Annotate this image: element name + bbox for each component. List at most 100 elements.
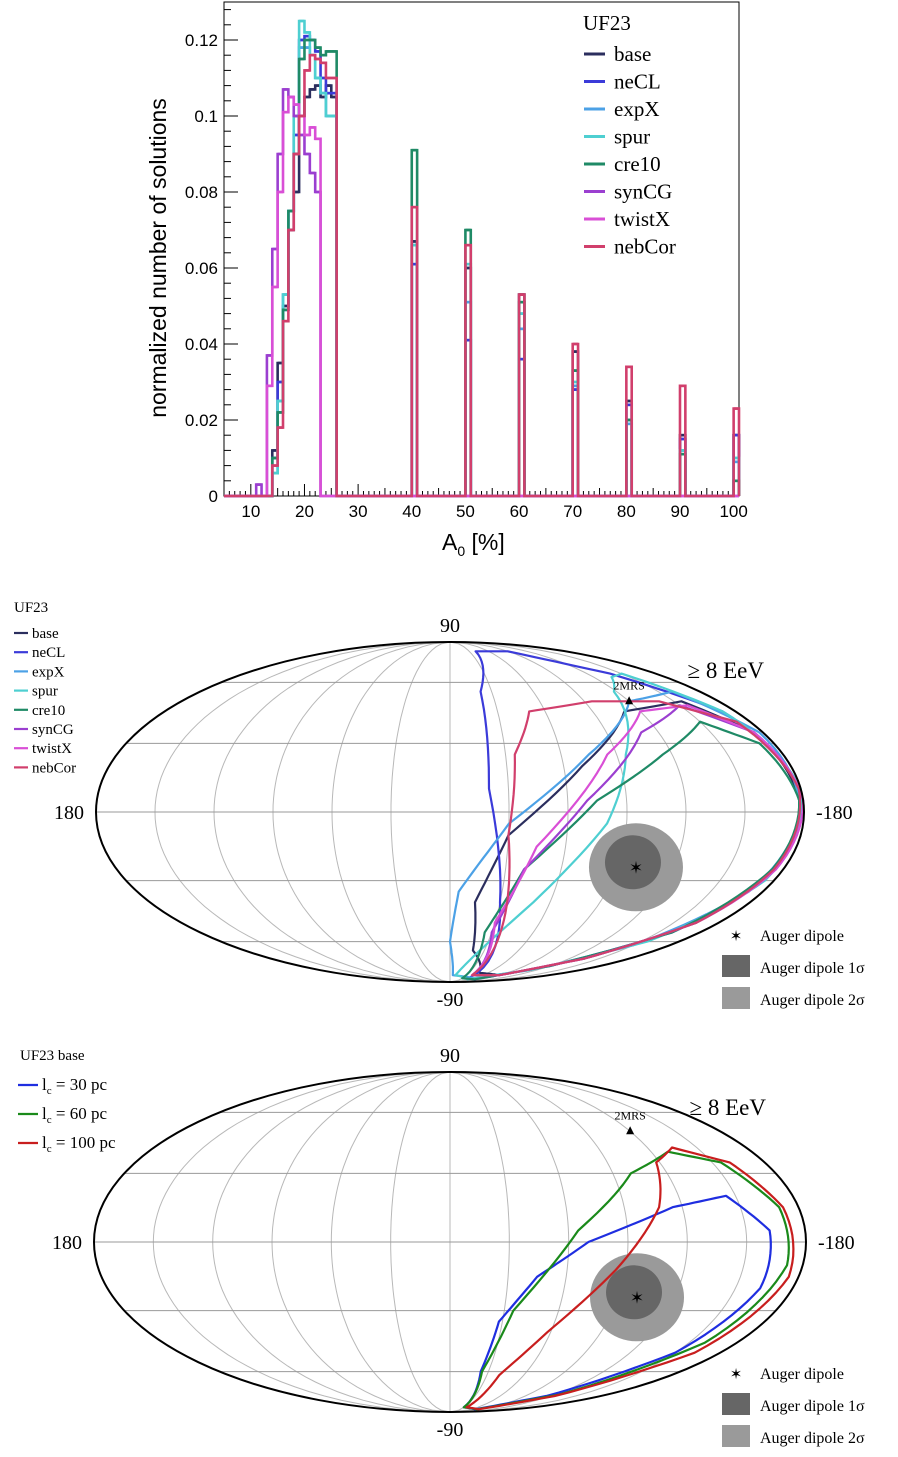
legend-marker-label: Auger dipole 1σ (760, 1398, 865, 1415)
histogram-line-synCG (224, 88, 739, 498)
legend-label-main: l (42, 1104, 47, 1123)
x-tick-label: 50 (456, 502, 475, 521)
series-twistX (224, 95, 739, 498)
sky-boundary (93, 1071, 807, 1413)
x-axis-label-unit: [%] (465, 529, 505, 555)
skymap2-body: ✶ 2MRS 90 -90 180 -180 ≥ 8 EeV ✶ Auger dipole Aug… (52, 1045, 865, 1447)
axis-label-top: 90 (440, 1045, 460, 1067)
legend-label-spur: spur (614, 125, 650, 149)
series-neCL (224, 34, 741, 498)
graticule (94, 1071, 806, 1413)
axis-label-left: 180 (52, 1232, 82, 1254)
y-tick-label: 0.04 (185, 335, 218, 354)
legend-dipole-star: ✶ (730, 928, 743, 945)
energy-threshold-label: ≥ 8 EeV (690, 1095, 767, 1120)
legend-label-expX: expX (614, 97, 660, 121)
histogram-tick-labels: 10 20 30 40 50 60 70 80 90 100 0 0.02 0.04 0.06 0.08 0.… (185, 31, 748, 521)
y-tick-label: 0.1 (194, 107, 218, 126)
skymap2-legend-title: UF23 base (20, 1048, 85, 1064)
histogram-chart: 10 20 30 40 50 60 70 80 90 100 0 0.02 0.04 0.06 0.08 0.… (145, 1, 748, 559)
legend-label-rest: = 30 pc (52, 1075, 108, 1094)
legend-label-twistX: twistX (614, 207, 670, 231)
legend-2sigma-swatch (722, 1425, 750, 1447)
histogram-line-base (224, 84, 741, 498)
y-tick-label: 0.02 (185, 411, 218, 430)
graticule (96, 641, 804, 983)
legend-marker-label: Auger dipole (760, 928, 844, 945)
histogram-line-nebCor (224, 53, 741, 498)
axis-label-bottom: -90 (437, 989, 464, 1011)
y-tick-label: 0 (209, 487, 218, 506)
x-tick-label: 20 (295, 502, 314, 521)
legend-title: UF23 (583, 11, 631, 35)
contours (448, 650, 805, 981)
legend-label: lc = 30 pc (42, 1075, 107, 1097)
legend-label-main: l (42, 1133, 47, 1152)
series-spur (224, 19, 741, 498)
contour-line (465, 1146, 795, 1411)
legend-label: nebCor (32, 760, 76, 776)
legend-label: lc = 60 pc (42, 1104, 107, 1126)
legend-label: spur (32, 684, 58, 700)
dipole-legend: ✶ Auger dipole Auger dipole 1σ Auger dipole… (722, 928, 865, 1009)
histogram-line-twistX (224, 95, 739, 498)
histogram-line-cre10 (224, 38, 741, 498)
legend-label-cre10: cre10 (614, 152, 661, 176)
legend-label-rest: = 100 pc (52, 1133, 116, 1152)
sky-boundary (95, 641, 805, 983)
legend-label-main: l (42, 1075, 47, 1094)
legend-marker-label: Auger dipole 2σ (760, 1430, 865, 1447)
legend-label-subscript: c (47, 1085, 52, 1097)
histogram-line-spur (224, 19, 741, 498)
legend-label-subscript: c (47, 1143, 52, 1155)
x-tick-label: 40 (402, 502, 421, 521)
y-tick-label: 0.06 (185, 259, 218, 278)
histogram-legend: UF23 base neCL expX spur cre10 synCG twistX neb… (583, 11, 676, 259)
legend-label-neCL: neCL (614, 70, 661, 94)
source-marker-triangle (625, 696, 634, 705)
legend-label: cre10 (32, 703, 65, 719)
x-axis-label-main: A (442, 529, 458, 555)
skymap-uf23-models: UF23 base neCL expX spur cre10 synCG twistX neb… (14, 600, 865, 1011)
x-tick-label: 90 (671, 502, 690, 521)
dipole-1sigma-region (606, 1265, 663, 1320)
source-marker-triangle (626, 1126, 635, 1135)
histogram-line-neCL (224, 34, 741, 498)
legend-dipole-star: ✶ (730, 1366, 743, 1383)
legend-marker-label: Auger dipole 1σ (760, 960, 865, 977)
legend-label: neCL (32, 645, 65, 661)
y-tick-label: 0.12 (185, 31, 218, 50)
series-base (224, 84, 741, 498)
legend-label-rest: = 60 pc (52, 1104, 108, 1123)
axis-label-right: -180 (818, 1232, 855, 1254)
legend-2sigma-swatch (722, 987, 750, 1009)
legend-label: lc = 100 pc (42, 1133, 116, 1155)
legend-marker-label: Auger dipole 2σ (760, 992, 865, 1009)
legend-1sigma-swatch (722, 1393, 750, 1415)
x-tick-label: 30 (349, 502, 368, 521)
y-axis-label: normalized number of solutions (145, 98, 171, 418)
axis-label-bottom: -90 (437, 1419, 464, 1441)
x-tick-label: 100 (719, 502, 747, 521)
series-nebCor (224, 53, 741, 498)
axis-label-top: 90 (440, 615, 460, 637)
histogram-series (224, 19, 741, 498)
legend-label-base: base (614, 42, 651, 66)
legend-label: synCG (32, 722, 74, 738)
legend-label: expX (32, 664, 65, 680)
auger-dipole-marker: ✶ (629, 858, 643, 877)
contours (462, 1146, 795, 1411)
legend-label-synCG: synCG (614, 180, 672, 204)
skymap1-legend-title: UF23 (14, 600, 48, 616)
skymap1-legend: UF23 base neCL expX spur cre10 synCG twistX neb… (14, 600, 76, 776)
series-synCG (224, 88, 739, 498)
x-axis-label: A0 [%] (442, 529, 505, 559)
legend-marker-label: Auger dipole (760, 1366, 844, 1383)
dipole-1sigma-region (604, 835, 661, 890)
legend-label: base (32, 626, 59, 642)
x-tick-label: 80 (617, 502, 636, 521)
dipole-legend: ✶ Auger dipole Auger dipole 1σ Auger dipole… (722, 1366, 865, 1447)
axis-label-right: -180 (816, 802, 853, 824)
source-marker-label: 2MRS (613, 678, 644, 692)
